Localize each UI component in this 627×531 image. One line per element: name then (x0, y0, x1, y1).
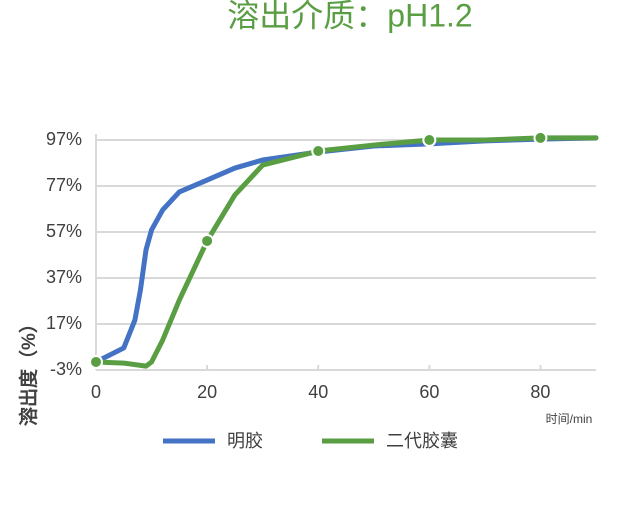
chart-title: 溶出介质：pH1.2 (227, 0, 472, 33)
x-tick-label: 40 (308, 382, 328, 402)
point-marker (311, 144, 326, 159)
point-marker (422, 133, 437, 147)
y-axis-label: 溶出度（%） (17, 314, 40, 426)
x-tick-label: 60 (419, 382, 439, 402)
point-marker (89, 354, 103, 369)
line (93, 135, 599, 365)
legend-label: 明胶 (227, 431, 263, 451)
y-tick-label: 77% (46, 175, 82, 195)
point-marker (200, 233, 215, 248)
y-tick-label: 17% (46, 313, 82, 333)
x-tick-label: 20 (197, 382, 217, 402)
y-tick-label: 37% (46, 267, 82, 287)
x-tick-label: 0 (91, 382, 101, 402)
point-marker (533, 130, 548, 145)
y-tick-label: 97% (46, 129, 82, 149)
x-axis-label: 时间/min (546, 412, 593, 426)
legend-label: 二代胶囊 (386, 431, 458, 451)
y-tick-label: 57% (46, 221, 82, 241)
y-tick-label: -3% (50, 359, 82, 379)
line (93, 135, 599, 369)
x-tick-label: 80 (530, 382, 550, 402)
